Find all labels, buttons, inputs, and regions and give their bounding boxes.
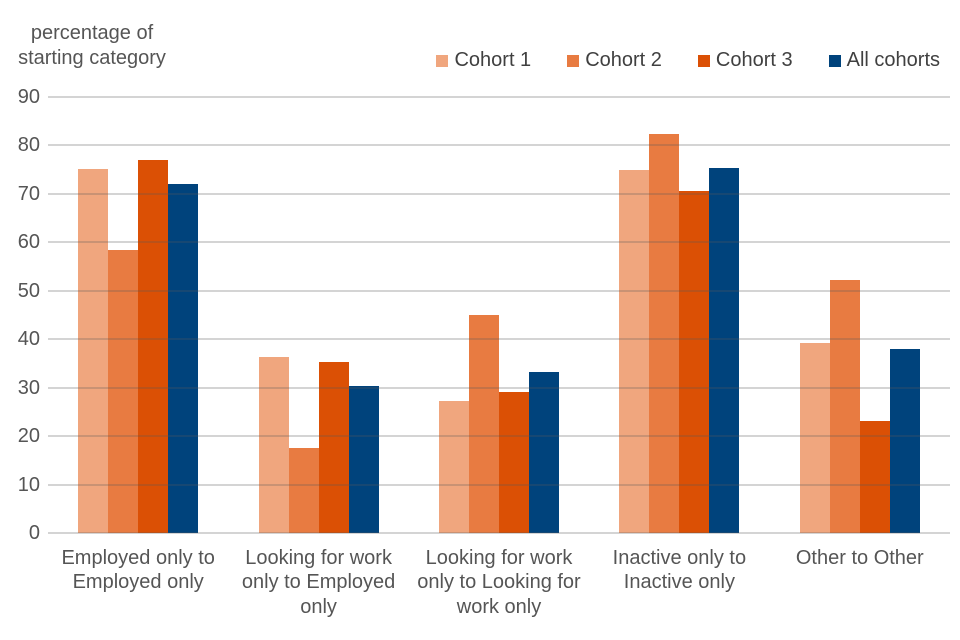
legend-item-cohort-3: Cohort 3 — [697, 49, 793, 72]
bar-cohort-2 — [469, 315, 499, 533]
bar-cohort-1 — [258, 357, 289, 533]
y-tick-label: 10 — [17, 473, 40, 496]
bar-cohort-1 — [439, 401, 469, 533]
x-tick-label: Employed only to Employed only — [61, 547, 215, 594]
y-tick-label: 70 — [17, 182, 40, 205]
legend-swatch-icon — [436, 54, 449, 67]
gridline-80 — [48, 144, 950, 147]
legend-swatch-icon — [697, 54, 710, 67]
bar-cohort-3 — [679, 191, 710, 533]
bar-cohort-1 — [799, 342, 830, 533]
bar-all-cohorts — [529, 371, 559, 533]
x-tick-label: Inactive only to Inactive only — [612, 547, 747, 594]
y-tick-label: 20 — [17, 425, 40, 448]
bar-cohort-3 — [859, 420, 890, 533]
legend-swatch-icon — [828, 54, 841, 67]
bar-cohort-1 — [78, 168, 109, 533]
bar-cohort-2 — [288, 448, 319, 533]
gridline-90 — [48, 96, 950, 98]
plot-area — [48, 96, 950, 534]
bar-all-cohorts — [709, 168, 740, 533]
legend-swatch-icon — [567, 54, 580, 67]
bar-cohort-1 — [619, 169, 650, 533]
x-tick-label: Other to Other — [795, 547, 924, 569]
y-tick-label: 60 — [17, 231, 40, 254]
legend-label: Cohort 3 — [715, 49, 793, 71]
y-tick-label: 90 — [17, 86, 40, 108]
legend-label: Cohort 2 — [585, 49, 662, 71]
bar-cohort-2 — [108, 249, 139, 533]
bar-all-cohorts — [889, 348, 920, 533]
legend-item-cohort-2: Cohort 2 — [567, 49, 662, 72]
bar-cohort-3 — [499, 391, 529, 533]
legend-label: All cohorts — [846, 49, 940, 71]
legend-item-all-cohorts: All cohorts — [828, 49, 940, 72]
y-tick-label: 50 — [17, 279, 40, 302]
legend: Cohort 1 Cohort 2 Cohort 3 All cohorts — [436, 49, 940, 72]
y-tick-label: 40 — [17, 328, 40, 351]
bar-all-cohorts — [348, 386, 379, 533]
bar-cohort-2 — [649, 134, 680, 533]
y-tick-label: 0 — [28, 522, 40, 544]
bar-cohort-3 — [318, 362, 349, 533]
bar-all-cohorts — [168, 183, 199, 533]
bar-cohort-3 — [138, 160, 169, 533]
y-tick-label: 80 — [17, 134, 40, 157]
y-tick-label: 30 — [17, 376, 40, 399]
legend-label: Cohort 1 — [454, 49, 532, 71]
y-axis-title: percentage of starting category — [18, 22, 166, 69]
legend-item-cohort-1: Cohort 1 — [436, 49, 531, 72]
x-tick-label: Looking for work only to Looking for wor… — [417, 547, 581, 618]
bar-cohort-2 — [829, 280, 860, 533]
x-tick-label: Looking for work only to Employed only — [241, 547, 396, 618]
